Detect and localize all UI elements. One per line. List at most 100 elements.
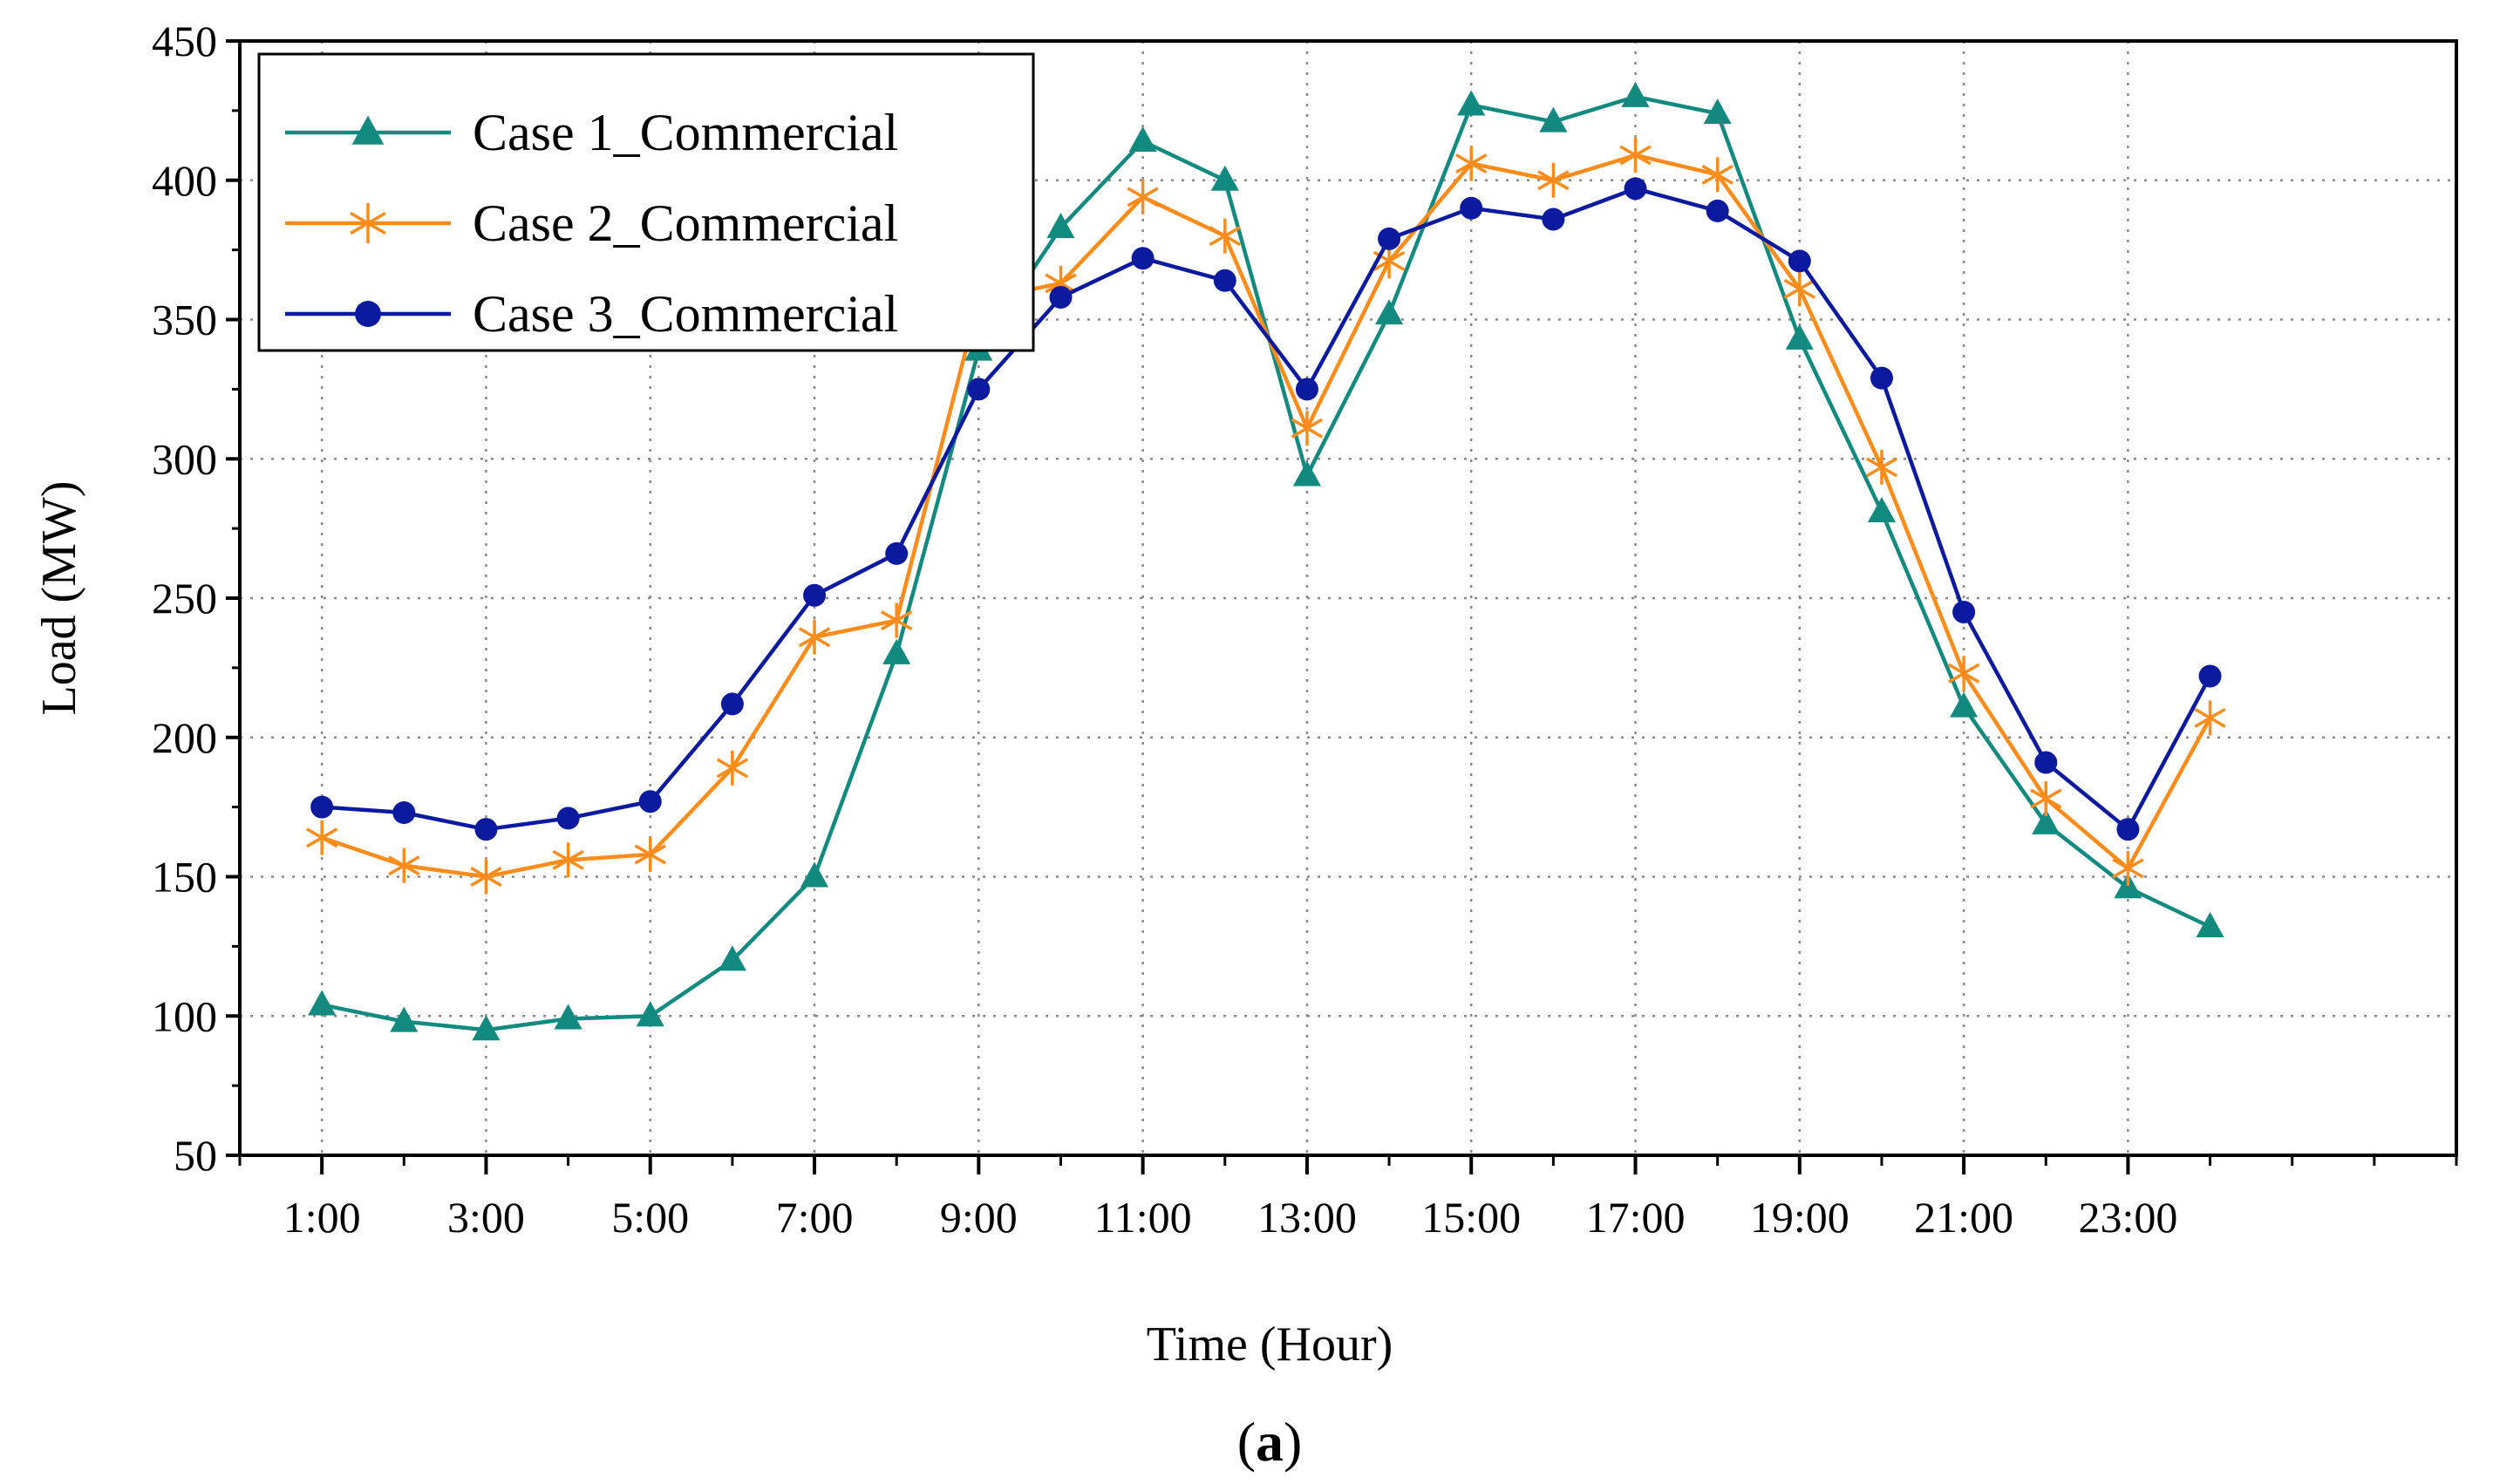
- y-tick-label: 250: [152, 574, 217, 623]
- marker-asterisk: [634, 836, 666, 872]
- marker-triangle: [2114, 873, 2142, 899]
- x-tick-label: 7:00: [776, 1193, 854, 1242]
- marker-triangle: [390, 1006, 419, 1032]
- series-3: [310, 177, 2222, 841]
- marker-triangle: [2032, 808, 2060, 834]
- asterisk-stroke: [1209, 226, 1241, 247]
- marker-triangle: [1292, 460, 1321, 487]
- marker-circle: [392, 801, 416, 825]
- marker-asterisk: [350, 203, 386, 243]
- asterisk-stroke: [880, 610, 913, 631]
- marker-circle: [1460, 196, 1483, 220]
- legend: Case 1_Commercial Case 2_Commercial Case 3…: [257, 52, 1035, 352]
- marker-triangle: [1703, 99, 1732, 125]
- asterisk-stroke: [1783, 278, 1816, 299]
- y-tick-label: 150: [152, 853, 217, 902]
- marker-circle: [1706, 199, 1729, 222]
- marker-asterisk: [470, 859, 502, 895]
- asterisk-stroke: [350, 211, 386, 235]
- panel-paren-open: (: [1237, 1411, 1256, 1473]
- x-tick-label: 23:00: [2078, 1193, 2177, 1242]
- marker-asterisk: [1783, 271, 1816, 307]
- asterisk-stroke: [305, 827, 338, 848]
- marker-triangle: [882, 638, 911, 664]
- marker-circle: [803, 583, 827, 607]
- asterisk-stroke: [716, 758, 749, 779]
- marker-triangle: [1539, 106, 1568, 133]
- x-tick-label: 11:00: [1094, 1193, 1192, 1242]
- marker-asterisk: [2112, 850, 2144, 886]
- marker-circle: [2198, 664, 2222, 688]
- marker-circle: [556, 807, 580, 830]
- y-tick-label: 400: [152, 156, 217, 205]
- marker-triangle: [1785, 323, 1814, 350]
- asterisk-stroke: [552, 849, 584, 870]
- marker-asterisk: [388, 848, 420, 883]
- marker-asterisk: [1619, 137, 1652, 173]
- marker-asterisk: [305, 820, 338, 855]
- y-tick-label: 200: [152, 713, 217, 762]
- asterisk-stroke: [1947, 663, 1980, 684]
- marker-triangle: [351, 115, 385, 145]
- x-tick-label: 3:00: [447, 1193, 525, 1242]
- x-tick-label: 1:00: [283, 1193, 361, 1242]
- panel-paren-close: ): [1284, 1411, 1302, 1473]
- marker-triangle: [718, 945, 746, 971]
- marker-asterisk: [1865, 449, 1898, 485]
- x-tick-label: 15:00: [1421, 1193, 1521, 1242]
- tick-labels: 50 100 150 200 250 300 350 400 450 1:00 3:00 5:00 7:…: [152, 17, 2177, 1242]
- marker-asterisk: [1947, 656, 1980, 691]
- legend-item-2: Case 2_Commercial: [285, 194, 898, 252]
- marker-circle: [967, 378, 991, 401]
- x-tick-label: 21:00: [1914, 1193, 2013, 1242]
- marker-circle: [355, 301, 381, 327]
- marker-triangle: [1210, 165, 1239, 191]
- marker-triangle: [1046, 213, 1075, 239]
- asterisk-stroke: [388, 855, 420, 876]
- series-layer: [305, 81, 2226, 1041]
- asterisk-stroke: [1619, 145, 1652, 166]
- x-tick-label: 5:00: [611, 1193, 689, 1242]
- marker-asterisk: [1537, 162, 1570, 198]
- marker-circle: [310, 795, 334, 819]
- marker-circle: [1624, 177, 1647, 201]
- marker-circle: [474, 818, 498, 841]
- asterisk-stroke: [1865, 457, 1898, 478]
- asterisk-stroke: [634, 844, 666, 865]
- marker-triangle: [554, 1004, 582, 1030]
- marker-triangle: [2196, 911, 2224, 938]
- marker-triangle: [636, 1001, 664, 1027]
- asterisk-stroke: [1455, 153, 1488, 174]
- marker-asterisk: [1455, 146, 1488, 181]
- marker-triangle: [1867, 496, 1897, 522]
- asterisk-stroke: [1045, 273, 1077, 294]
- series-line: [321, 187, 2212, 832]
- marker-asterisk: [880, 602, 913, 638]
- legend-item-3: Case 3_Commercial: [285, 285, 898, 343]
- asterisk-stroke: [1701, 164, 1734, 185]
- marker-triangle: [1621, 81, 1650, 107]
- marker-circle: [1131, 247, 1155, 270]
- marker-triangle: [308, 990, 337, 1016]
- legend-label: Case 2_Commercial: [473, 194, 898, 252]
- marker-circle: [720, 692, 744, 716]
- marker-triangle: [1457, 90, 1486, 116]
- marker-circle: [2034, 751, 2058, 774]
- legend-item-1: Case 1_Commercial: [285, 104, 898, 161]
- marker-circle: [1542, 208, 1565, 231]
- marker-circle: [1378, 227, 1401, 250]
- asterisk-stroke: [1291, 418, 1324, 439]
- y-tick-label: 350: [152, 296, 217, 344]
- marker-circle: [1295, 378, 1318, 401]
- marker-circle: [1049, 285, 1073, 309]
- y-tick-label: 300: [152, 434, 217, 483]
- marker-triangle: [800, 861, 829, 888]
- marker-asterisk: [2030, 781, 2062, 817]
- marker-circle: [1870, 366, 1893, 390]
- marker-circle: [2116, 818, 2140, 841]
- panel-letter: a: [1256, 1411, 1284, 1473]
- marker-circle: [1788, 249, 1811, 273]
- axis-ticks: [226, 39, 2458, 1174]
- marker-triangle: [1128, 126, 1157, 153]
